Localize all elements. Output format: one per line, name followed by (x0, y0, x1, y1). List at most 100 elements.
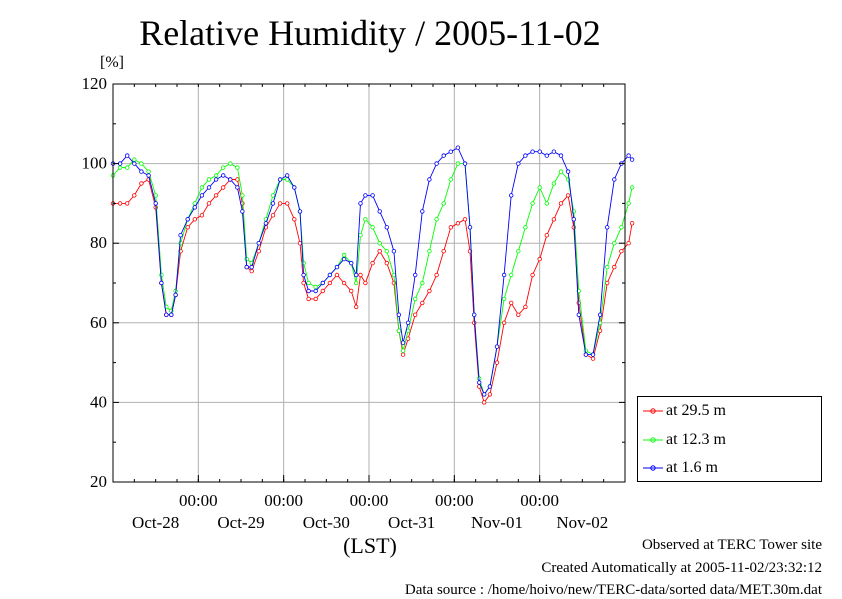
legend-item-1-6m: at 1.6 m (638, 458, 821, 478)
data-point (313, 288, 318, 294)
data-point (590, 356, 596, 361)
data-point (629, 221, 635, 226)
series-layer (110, 145, 635, 405)
data-point (462, 217, 468, 222)
data-point (551, 149, 557, 154)
data-point (482, 392, 487, 397)
series-2 (110, 145, 635, 397)
data-point (494, 360, 500, 365)
data-point (400, 352, 406, 357)
chart-title: Relative Humidity / 2005-11-02 (139, 13, 601, 53)
data-point (501, 296, 507, 302)
data-point (537, 185, 542, 190)
data-point (420, 209, 425, 214)
legend-marker-red (643, 408, 663, 414)
data-point (192, 217, 197, 222)
data-point (240, 193, 245, 198)
data-point (334, 272, 340, 278)
data-point (320, 280, 325, 286)
data-point (292, 217, 297, 222)
data-point (544, 201, 549, 206)
data-point (537, 149, 542, 154)
data-point (530, 149, 535, 154)
data-point (363, 280, 368, 286)
data-point (377, 240, 382, 246)
data-point (228, 177, 233, 182)
y-tick-label: 20 (90, 472, 107, 491)
data-point (341, 280, 347, 286)
data-point (199, 193, 205, 198)
data-point (185, 217, 190, 222)
data-point (358, 272, 363, 278)
data-point (146, 169, 151, 174)
data-point (523, 304, 528, 310)
y-tick-label: 40 (90, 392, 107, 411)
x-tick-date-label: Nov-01 (471, 513, 523, 532)
x-tick-date-label: Oct-28 (132, 513, 179, 532)
data-point (509, 272, 514, 278)
data-point (358, 232, 363, 238)
data-point (427, 177, 432, 182)
data-point (413, 272, 418, 278)
data-point (117, 165, 123, 170)
data-point (363, 193, 368, 198)
x-tick-time-label: 00:00 (179, 491, 218, 510)
data-point (206, 185, 212, 190)
data-point (132, 161, 137, 166)
data-point (173, 292, 178, 298)
data-point (377, 248, 382, 254)
data-point (523, 153, 528, 158)
data-point (516, 161, 521, 166)
data-point (285, 201, 290, 206)
data-point (605, 264, 610, 270)
data-point (124, 165, 130, 170)
data-point (235, 185, 240, 190)
data-point (487, 392, 493, 397)
data-point (434, 217, 439, 222)
data-point (341, 252, 347, 258)
data-point (206, 201, 212, 206)
data-point (354, 304, 359, 310)
data-point (565, 193, 571, 198)
data-point (523, 225, 528, 230)
data-point (249, 264, 254, 270)
data-point (320, 288, 325, 294)
y-tick-label: 100 (82, 154, 108, 173)
data-point (139, 181, 144, 186)
data-point (509, 193, 514, 198)
axis-ticks (112, 83, 626, 483)
data-point (384, 248, 389, 254)
y-tick-label: 120 (82, 74, 108, 93)
data-point (448, 177, 453, 182)
data-point (400, 340, 406, 345)
data-point (482, 400, 487, 405)
data-point (605, 280, 610, 286)
created-note: Created Automatically at 2005-11-02/23:3… (541, 560, 822, 576)
data-point (240, 209, 245, 214)
data-point (571, 217, 576, 222)
data-point (494, 344, 500, 349)
data-point (297, 209, 303, 214)
data-point (626, 201, 631, 206)
legend-marker-green (643, 437, 663, 443)
x-tick-date-label: Oct-30 (303, 513, 350, 532)
data-point (405, 320, 411, 325)
x-tick-date-label: Oct-29 (217, 513, 264, 532)
series-line (113, 178, 633, 404)
data-point (501, 320, 507, 325)
data-point (139, 161, 144, 166)
data-point (213, 193, 219, 198)
data-point (199, 213, 205, 218)
data-point (306, 280, 311, 286)
data-point (477, 380, 482, 385)
data-point (612, 264, 617, 270)
data-point (516, 312, 521, 317)
x-tick-time-label: 00:00 (264, 491, 303, 510)
data-point (427, 248, 432, 254)
data-point (441, 248, 446, 254)
data-point (427, 288, 432, 294)
data-point (164, 312, 169, 317)
data-point (558, 169, 564, 174)
data-point (206, 177, 212, 182)
